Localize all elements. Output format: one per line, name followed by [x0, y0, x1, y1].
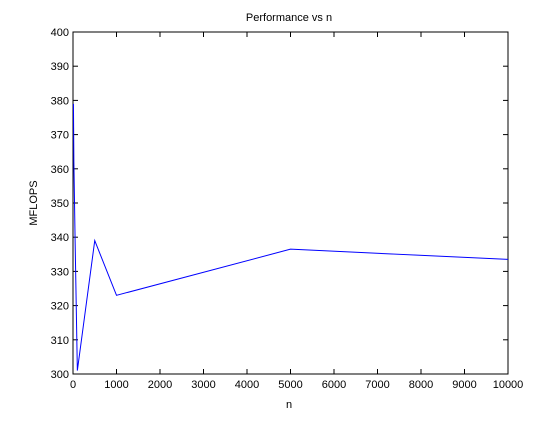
y-tick-label: 390: [51, 61, 69, 73]
chart-title: Performance vs n: [246, 12, 332, 24]
x-tick-label: 2000: [148, 379, 172, 391]
x-axis: 0 1000 2000 3000 4000 5000 6000 7000 8000 9000 100…: [70, 32, 523, 391]
y-axis: 300 310 320 330 340 350 360 370 380 390 400: [51, 27, 508, 381]
y-tick-label: 330: [51, 266, 69, 278]
y-tick-label: 350: [51, 198, 69, 210]
plot-area: [72, 31, 509, 375]
y-tick-label: 340: [51, 232, 69, 244]
y-tick-label: 370: [51, 130, 69, 142]
x-tick-label: 10000: [493, 379, 524, 391]
y-tick-label: 400: [51, 27, 69, 39]
y-tick-label: 360: [51, 164, 69, 176]
y-tick-label: 310: [51, 335, 69, 347]
y-tick-label: 380: [51, 95, 69, 107]
series-line: [72, 103, 509, 371]
x-tick-label: 1000: [104, 379, 128, 391]
y-tick-label: 320: [51, 301, 69, 313]
x-tick-label: 8000: [409, 379, 433, 391]
x-tick-label: 4000: [235, 379, 259, 391]
y-tick-label: 300: [51, 369, 69, 381]
x-tick-label: 3000: [191, 379, 215, 391]
x-tick-label: 6000: [322, 379, 346, 391]
y-axis-label: MFLOPS: [28, 180, 40, 225]
x-tick-label: 7000: [365, 379, 389, 391]
x-tick-label: 0: [70, 379, 76, 391]
x-tick-label: 5000: [278, 379, 302, 391]
series-layer: [72, 103, 509, 371]
x-axis-label: n: [286, 399, 292, 411]
x-tick-label: 9000: [452, 379, 476, 391]
